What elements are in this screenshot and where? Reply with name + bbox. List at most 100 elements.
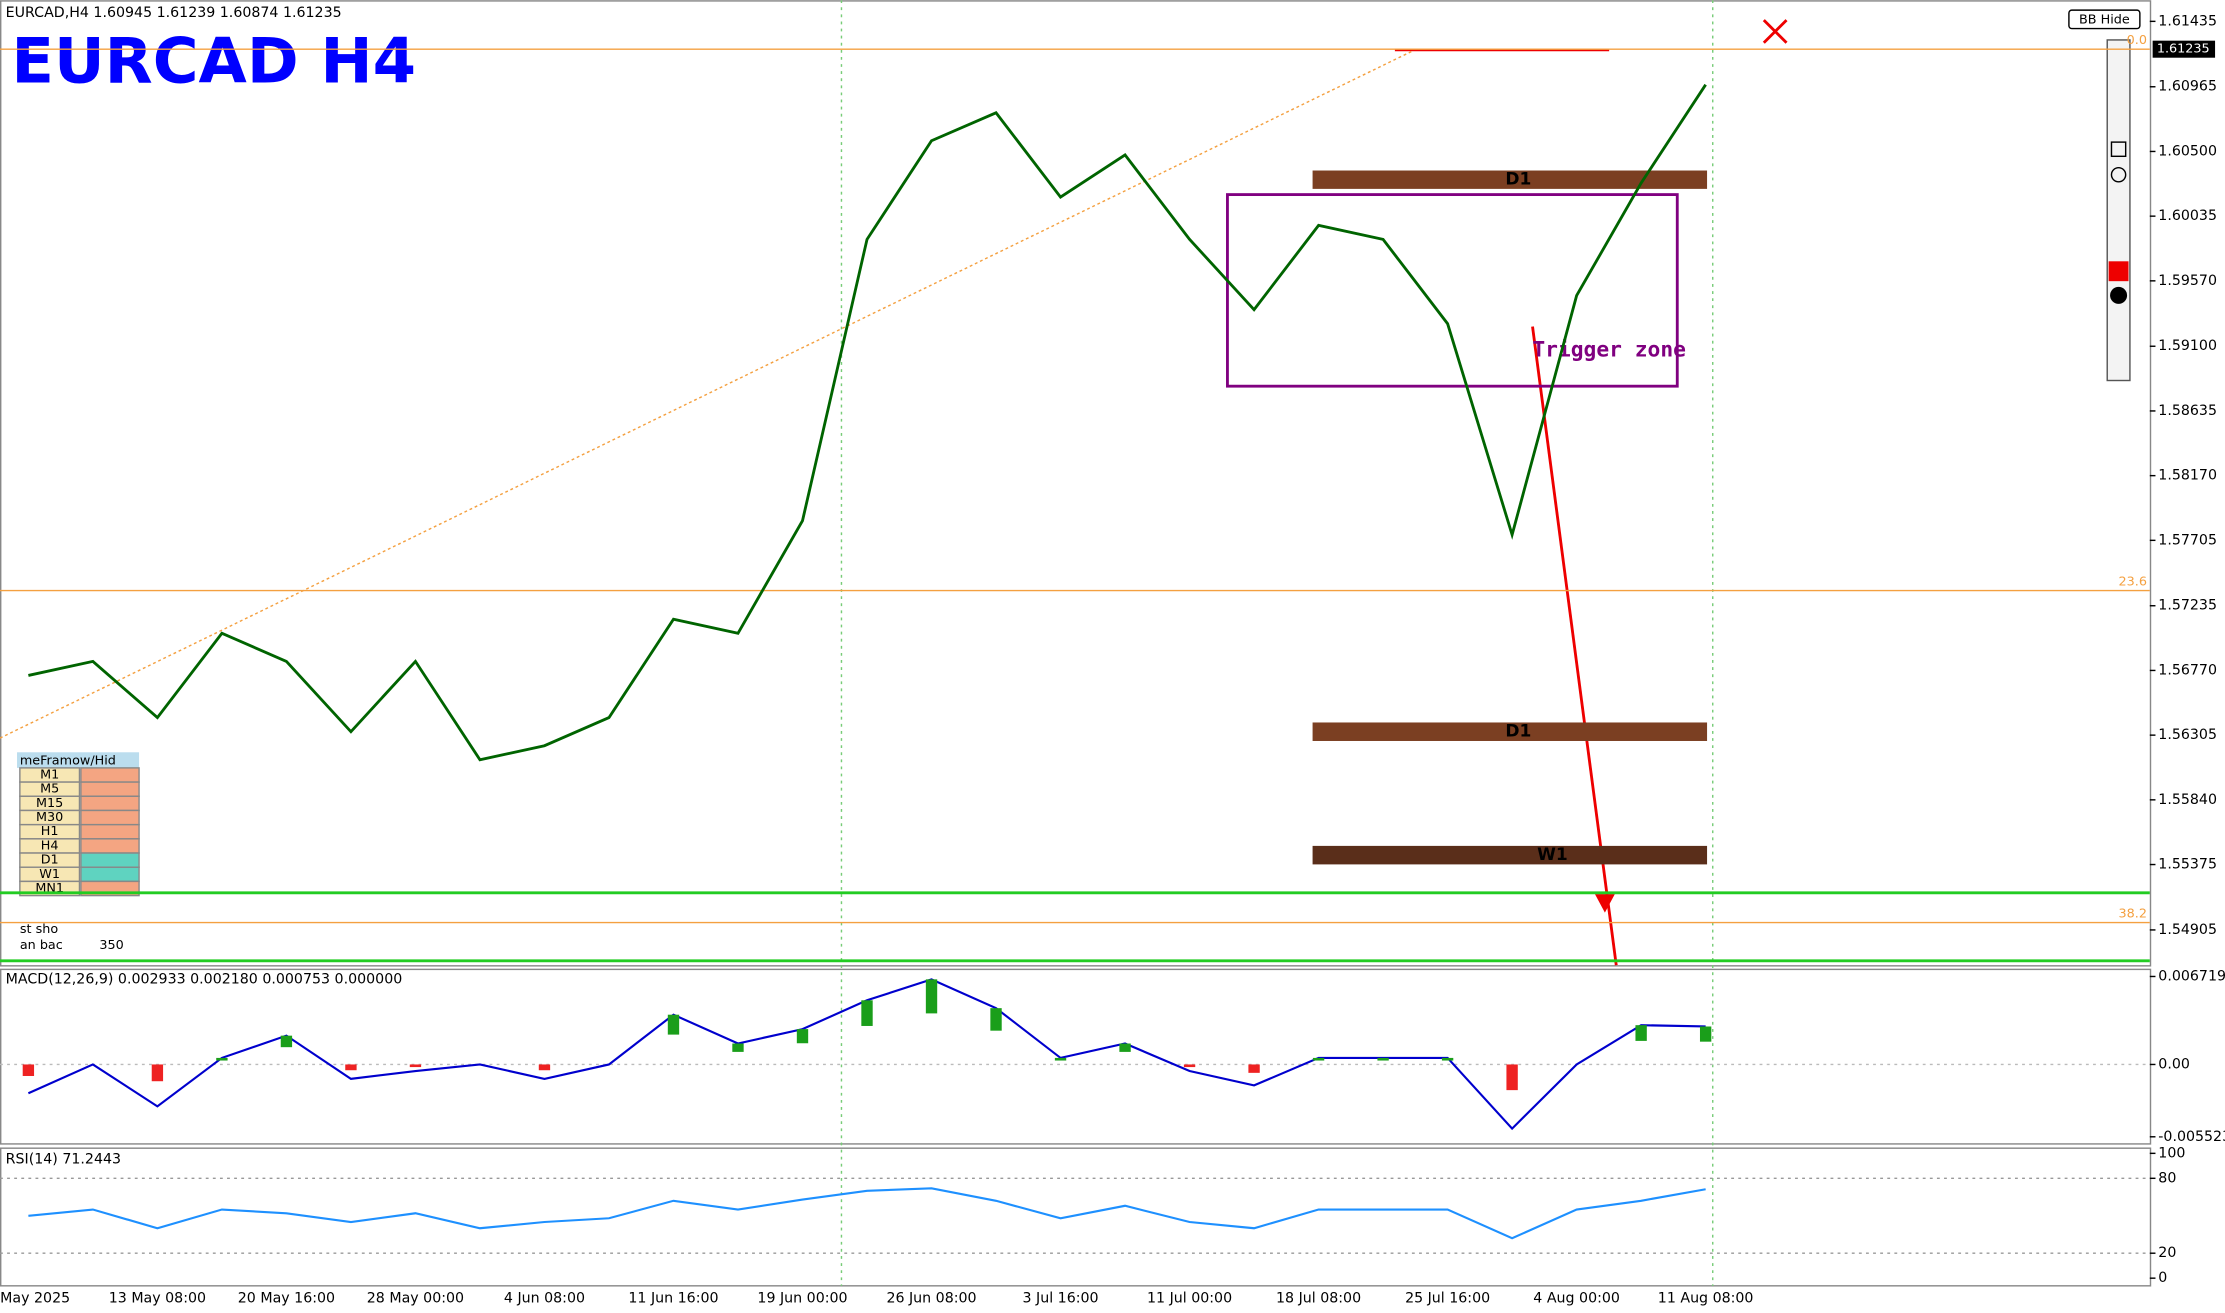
macd-histogram: [1635, 1025, 1647, 1041]
price-tag: [2152, 40, 2216, 58]
y-tick-label: 100: [2158, 1145, 2185, 1161]
macd-histogram: [151, 1064, 164, 1082]
toolbar-icon[interactable]: [2110, 286, 2128, 304]
zone: [1312, 722, 1708, 741]
chart-title: EURCAD H4: [11, 25, 416, 98]
y-tick-label: 1.57705: [2158, 532, 2217, 548]
y-tick-label: 1.54905: [2158, 922, 2217, 938]
fib-label: 0.0: [2127, 33, 2147, 48]
macd-histogram: [925, 979, 938, 1014]
macd-histogram: [1119, 1043, 1131, 1052]
y-tick-label: 1.55375: [2158, 857, 2217, 873]
zone: [1312, 170, 1708, 189]
y-tick-label: 1.59570: [2158, 273, 2217, 289]
x-tick-label: 6 May 2025: [0, 1291, 70, 1307]
y-tick-label: 1.55840: [2158, 792, 2217, 808]
y-tick-label: 1.61435: [2158, 13, 2217, 29]
x-tick-label: 28 May 00:00: [367, 1291, 464, 1307]
y-tick-label: 1.57235: [2158, 598, 2217, 614]
macd-histogram: [1441, 1057, 1454, 1061]
macd-title: MACD(12,26,9) 0.002933 0.002180 0.000753…: [6, 971, 403, 987]
macd-histogram: [1312, 1057, 1325, 1061]
macd-histogram: [345, 1064, 357, 1071]
fib-trendline: [0, 50, 1413, 739]
y-tick-label: 1.60500: [2158, 143, 2217, 159]
trigger-label: Trigger zone: [1532, 338, 1686, 363]
macd-frame: [0, 968, 2152, 1145]
y-tick-label: 80: [2158, 1170, 2176, 1186]
panel-footer: 350: [99, 938, 123, 953]
y-tick-label: 1.60965: [2158, 79, 2217, 95]
tf-label: M30: [36, 810, 63, 825]
zone-label: D1: [1505, 170, 1531, 190]
macd-histogram: [796, 1029, 809, 1044]
macd-histogram: [538, 1064, 551, 1071]
x-tick-label: 18 Jul 08:00: [1276, 1291, 1361, 1307]
tf-label: H1: [41, 824, 59, 839]
toolbar-icon[interactable]: [2108, 261, 2129, 282]
y-tick-label: 0.00: [2158, 1056, 2190, 1072]
macd-histogram: [861, 1000, 873, 1026]
y-tick-label: 0.006719: [2158, 968, 2225, 984]
x-tick-label: 13 May 08:00: [109, 1291, 206, 1307]
x-tick-label: 11 Jul 00:00: [1147, 1291, 1232, 1307]
y-tick-label: 1.58170: [2158, 468, 2217, 484]
x-tick-label: 3 Jul 16:00: [1023, 1291, 1099, 1307]
rsi-frame: [0, 1147, 2152, 1287]
macd-histogram: [409, 1064, 422, 1068]
tf-label: M1: [40, 767, 59, 782]
macd-histogram: [667, 1014, 680, 1035]
macd-histogram: [732, 1043, 744, 1052]
close-mark: [1762, 19, 1788, 44]
x-tick-label: 25 Jul 16:00: [1405, 1291, 1490, 1307]
arrow-head: [1594, 894, 1615, 913]
y-tick-label: -0.005523: [2158, 1129, 2225, 1145]
tf-state: [80, 823, 140, 840]
macd-histogram: [990, 1008, 1002, 1031]
panel-header: meFramow/Hid: [20, 753, 116, 768]
price-line: [28, 83, 1707, 762]
y-tick-label: 0: [2158, 1270, 2167, 1286]
tf-state: [80, 809, 140, 826]
x-tick-label: 4 Jun 08:00: [504, 1291, 585, 1307]
rsi-line: [28, 1187, 1706, 1240]
tf-state: [80, 852, 140, 868]
toolbar-icon[interactable]: [2110, 166, 2127, 183]
y-tick-label: 1.56770: [2158, 662, 2217, 678]
y-tick-label: 1.59100: [2158, 338, 2217, 354]
rsi-title: RSI(14) 71.2443: [6, 1152, 121, 1168]
tf-label: W1: [39, 867, 60, 882]
y-tick-label: 1.56305: [2158, 727, 2217, 743]
macd-histogram: [1183, 1064, 1196, 1068]
toolbar-icon[interactable]: [2110, 141, 2127, 158]
tf-label: D1: [41, 853, 59, 868]
tf-state: [80, 795, 140, 812]
toolbar: [2106, 39, 2131, 382]
price-tag-label: 1.61235: [2157, 42, 2210, 57]
main-frame: [0, 0, 2152, 967]
tf-state: [80, 781, 140, 797]
x-tick-label: 19 Jun 00:00: [757, 1291, 847, 1307]
macd-histogram: [1699, 1026, 1712, 1042]
y-tick-label: 20: [2158, 1245, 2176, 1261]
x-tick-label: 26 Jun 08:00: [886, 1291, 976, 1307]
macd-histogram: [216, 1057, 228, 1061]
x-tick-label: 11 Jun 16:00: [628, 1291, 718, 1307]
bb-hide-label[interactable]: BB Hide: [2079, 13, 2130, 28]
fib-label: 38.2: [2119, 907, 2147, 922]
macd-histogram: [1377, 1057, 1389, 1061]
panel-footer: st sho: [20, 922, 58, 937]
macd-line: [27, 978, 1706, 1131]
macd-histogram: [280, 1035, 293, 1048]
toolbar-strip: [2106, 39, 2131, 382]
tf-label: M5: [40, 782, 59, 797]
y-tick-label: 1.60035: [2158, 208, 2217, 224]
bb-hide-button[interactable]: [2068, 9, 2141, 30]
tf-label: M15: [36, 796, 63, 811]
tf-state: [80, 767, 140, 783]
tf-state: [80, 838, 140, 854]
zone: [1312, 845, 1708, 865]
trigger-zone: [1226, 193, 1679, 388]
